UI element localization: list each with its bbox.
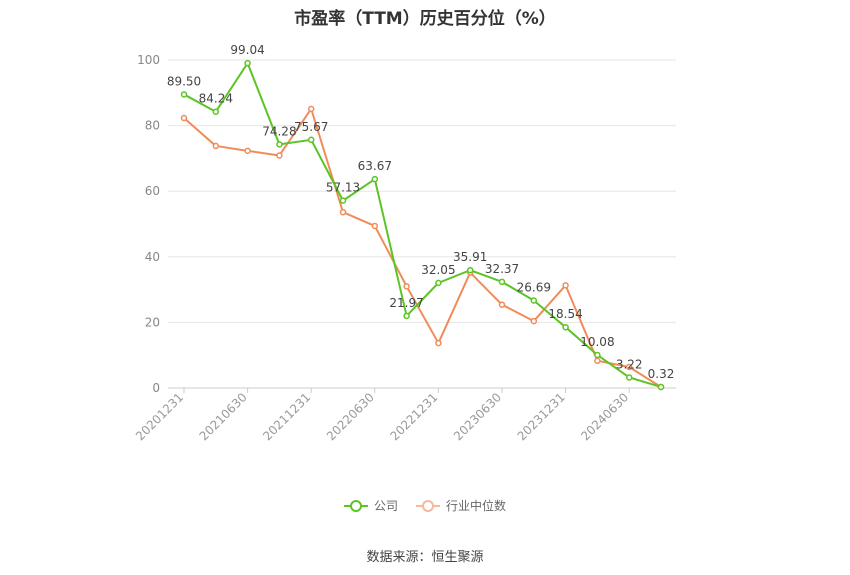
data-point-company [498,278,506,286]
data-point-company [435,279,442,287]
data-point-company [562,323,569,331]
data-point-company [212,108,220,115]
data-point-company [276,141,283,148]
y-tick-label: 20 [145,315,160,329]
legend-company-swatch [343,499,368,512]
data-point-company [307,136,315,144]
data-label-company: 84.24 [199,92,233,106]
legend-industry-label: 行业中位数 [446,499,507,513]
data-point-industry-median [180,114,188,122]
data-point-industry-median [625,363,633,371]
data-point-industry-median [498,301,506,308]
data-label-company: 63.67 [358,159,392,173]
x-tick-label: 20230630 [451,390,504,443]
data-point-company [530,297,538,304]
data-point-industry-median [403,283,410,290]
data-label-company: 32.37 [485,262,519,276]
data-label-company: 0.32 [648,367,675,381]
data-point-company [371,175,379,183]
y-tick-label: 80 [145,119,160,133]
chart-title: 市盈率（TTM）历史百分位（%） [294,9,556,29]
legend-item-company[interactable]: 公司 [343,497,398,514]
data-point-company [466,266,474,274]
data-label-company: 21.97 [389,296,423,310]
data-label-company: 10.08 [580,335,614,349]
data-point-industry-median [371,222,379,230]
grid-lines [168,59,676,323]
data-label-company: 32.05 [421,263,455,277]
legend-industry-swatch [416,499,440,512]
data-label-company: 75.67 [294,120,328,134]
x-tick-label: 20240630 [578,390,631,443]
data-point-company [625,374,633,381]
legend: 公司 行业中位数 [0,497,850,514]
data-source: 数据来源：恒生聚源 [366,550,484,565]
y-tick-label: 0 [152,381,160,395]
data-label-company: 99.04 [230,43,264,57]
data-point-industry-median [212,142,220,150]
data-point-company [403,312,410,320]
data-point-company [594,351,601,359]
data-label-company: 35.91 [453,250,487,264]
x-tick-label: 20211231 [260,390,313,443]
data-label-company: 18.54 [548,307,582,321]
data-point-company [180,91,188,98]
series-line-company [183,62,662,388]
data-point-industry-median [435,339,442,347]
data-point-company [244,59,251,67]
data-label-company: 74.28 [262,124,296,138]
data-label-company: 3.22 [616,357,643,371]
data-label-company: 26.69 [517,280,551,294]
legend-company-label: 公司 [373,499,398,513]
data-point-industry-median [562,282,569,289]
y-tick-label: 60 [145,184,160,198]
data-point-industry-median [339,208,347,216]
data-point-industry-median [594,357,601,365]
data-point-industry-median [276,152,283,159]
x-tick-label: 20220630 [324,390,377,443]
data-point-industry-median [307,105,315,113]
data-point-industry-median [530,317,538,325]
series [180,59,665,391]
x-tick-label: 20201231 [133,390,186,443]
y-tick-label: 40 [145,250,160,264]
series-line-industry-median [183,107,662,388]
data-point-company [339,197,347,204]
data-point-company [657,383,665,391]
data-label-company: 89.50 [167,74,201,88]
x-tick-label: 20231231 [515,390,568,443]
x-tick-label: 20210630 [197,390,250,443]
data-point-industry-median [244,147,251,155]
x-tick-label: 20221231 [387,390,440,443]
legend-item-industry-median[interactable]: 行业中位数 [416,497,506,514]
data-label-company: 57.13 [326,181,360,195]
y-tick-label: 100 [137,53,160,67]
